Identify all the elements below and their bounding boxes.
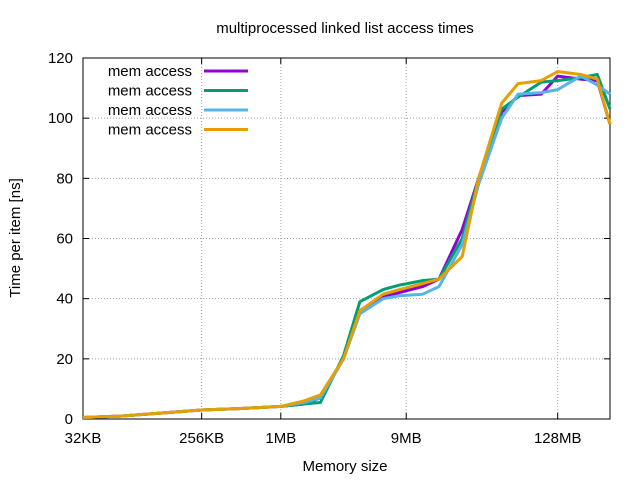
y-tick-label: 20 [56, 351, 73, 368]
y-tick-label: 100 [48, 110, 73, 127]
y-axis-label: Time per item [ns] [7, 178, 24, 297]
y-tick-label: 120 [48, 50, 73, 67]
legend-label-2: mem access [108, 83, 192, 100]
x-tick-label: 9MB [391, 430, 422, 447]
x-tick-label: 1MB [265, 430, 296, 447]
legend-label-1: mem access [108, 63, 192, 80]
ticks: 0 20 40 60 80 100 120 32KB 256KB 1MB 9MB 128MB [48, 50, 610, 447]
y-tick-label: 0 [65, 411, 73, 428]
grid [83, 58, 610, 419]
series-lines [82, 70, 612, 419]
chart-title: multiprocessed linked list access times [216, 20, 474, 37]
x-tick-label: 32KB [65, 430, 102, 447]
y-tick-label: 40 [56, 291, 73, 308]
series-line-4 [82, 70, 612, 419]
x-tick-label: 128MB [534, 430, 582, 447]
legend: mem access mem access mem access mem access [108, 63, 248, 139]
legend-label-4: mem access [108, 122, 192, 139]
y-tick-label: 60 [56, 231, 73, 248]
x-axis-label: Memory size [302, 458, 387, 475]
y-tick-label: 80 [56, 170, 73, 187]
legend-label-3: mem access [108, 102, 192, 119]
x-tick-label: 256KB [179, 430, 224, 447]
